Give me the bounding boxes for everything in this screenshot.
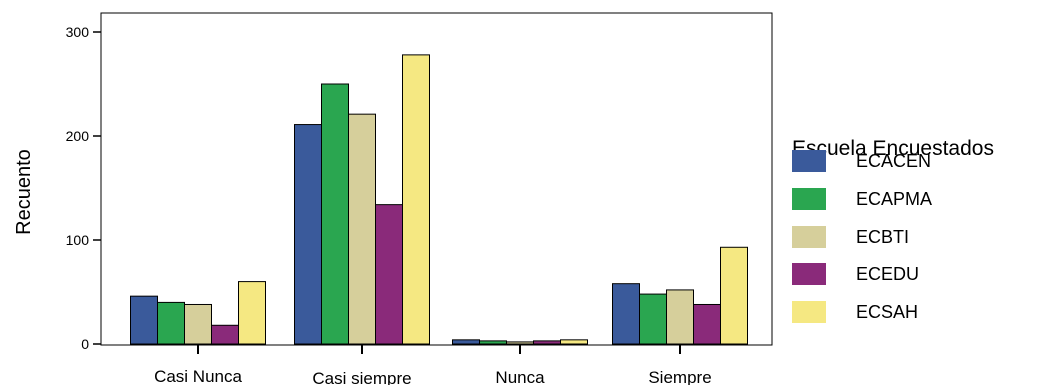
legend-swatch-ecacen bbox=[792, 150, 826, 172]
bar-casi-nunca-ecapma bbox=[157, 301, 185, 345]
legend-swatch-ecsah bbox=[792, 301, 826, 323]
legend-title: Escuela Encuestados bbox=[792, 137, 994, 160]
legend-swatch-ecapma bbox=[792, 188, 826, 210]
bar-casi-siempre-ecacen bbox=[294, 124, 322, 345]
bar-nunca-ecbti bbox=[506, 341, 534, 345]
bar-casi-nunca-ecacen bbox=[130, 295, 158, 345]
legend-label-ecedu: ECEDU bbox=[856, 264, 919, 284]
bar-casi-siempre-ecsah bbox=[402, 54, 430, 345]
x-tick-label-nunca: Nunca bbox=[495, 368, 545, 385]
legend-label-ecbti: ECBTI bbox=[856, 227, 909, 247]
bar-casi-siempre-ecedu bbox=[375, 204, 403, 345]
legend: Escuela Encuestados ECACEN ECAPMA ECBTI ECE… bbox=[792, 137, 994, 323]
bars-group bbox=[130, 54, 748, 345]
x-tick-label-casi-siempre: Casi siempre bbox=[312, 369, 411, 385]
y-tick-label: 0 bbox=[81, 336, 89, 352]
legend-swatch-ecbti bbox=[792, 226, 826, 248]
bar-casi-siempre-ecapma bbox=[321, 83, 349, 345]
x-tick-label-casi-nunca: Casi Nunca bbox=[154, 367, 242, 385]
legend-swatch-ecedu bbox=[792, 263, 826, 285]
bar-casi-nunca-ecedu bbox=[211, 324, 239, 345]
x-axis: Casi Nunca Casi siempre Nunca Siempre bbox=[154, 345, 712, 385]
bar-siempre-ecedu bbox=[693, 303, 721, 345]
y-axis-title: Recuento bbox=[13, 149, 35, 235]
plot-frame bbox=[100, 12, 773, 346]
y-axis: 0 100 200 300 bbox=[66, 24, 101, 352]
bar-casi-nunca-ecsah bbox=[238, 281, 266, 345]
bar-siempre-ecbti bbox=[666, 289, 694, 345]
legend-label-ecacen: ECACEN bbox=[856, 151, 931, 171]
bar-nunca-ecedu bbox=[533, 340, 561, 345]
bar-casi-siempre-ecbti bbox=[348, 113, 376, 345]
legend-label-ecsah: ECSAH bbox=[856, 302, 918, 322]
x-tick-label-siempre: Siempre bbox=[648, 368, 711, 385]
y-tick-label: 100 bbox=[66, 232, 90, 248]
bar-siempre-ecapma bbox=[639, 293, 667, 345]
plot-area: 0 100 200 300 Casi Nunca Casi siempre Nunca Si… bbox=[66, 12, 773, 385]
y-tick-label: 200 bbox=[66, 128, 90, 144]
bar-nunca-ecapma bbox=[479, 340, 507, 345]
bar-nunca-ecacen bbox=[452, 339, 480, 345]
y-tick-label: 300 bbox=[66, 24, 90, 40]
bar-casi-nunca-ecbti bbox=[184, 303, 212, 345]
bar-nunca-ecsah bbox=[560, 339, 588, 345]
bar-siempre-ecacen bbox=[612, 283, 640, 345]
legend-label-ecapma: ECAPMA bbox=[856, 189, 932, 209]
bar-siempre-ecsah bbox=[720, 246, 748, 345]
